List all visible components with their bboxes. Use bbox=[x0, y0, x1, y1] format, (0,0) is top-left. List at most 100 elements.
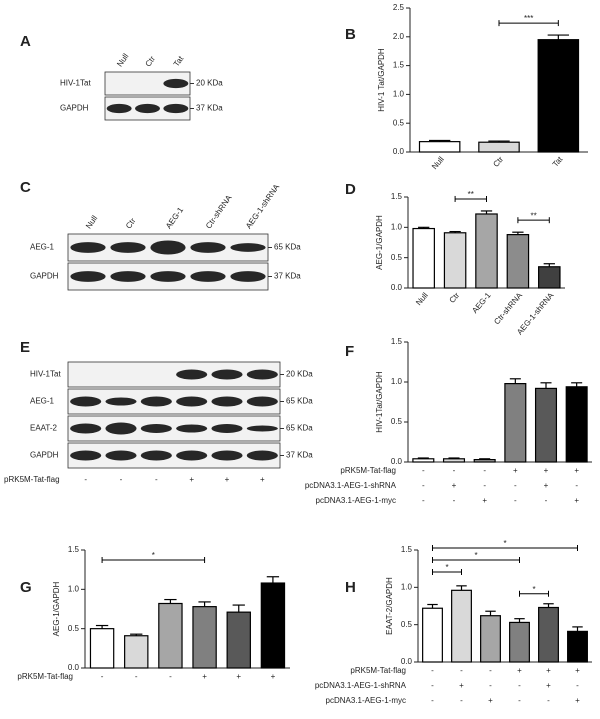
treatment-sign: + bbox=[513, 466, 518, 475]
treatment-sign: + bbox=[236, 672, 241, 681]
treatment-sign: - bbox=[518, 681, 521, 690]
significance-label: * bbox=[445, 563, 448, 572]
x-tick-label: Tat bbox=[551, 154, 565, 169]
treatment-sign: - bbox=[169, 672, 172, 681]
band bbox=[176, 450, 208, 461]
band bbox=[190, 271, 226, 282]
y-tick-label: 0.0 bbox=[401, 657, 413, 666]
y-tick-label: 1.5 bbox=[391, 337, 403, 346]
lane-label: AEG-1-shRNA bbox=[244, 182, 282, 230]
lane-label: Ctr bbox=[143, 54, 157, 68]
blot-strip bbox=[67, 415, 281, 442]
treatment-sign: + bbox=[544, 466, 549, 475]
treatment-sign: - bbox=[422, 466, 425, 475]
band bbox=[163, 78, 189, 89]
treatment-sign: - bbox=[431, 681, 434, 690]
bar bbox=[192, 606, 217, 669]
treatment-sign: - bbox=[489, 681, 492, 690]
band bbox=[150, 271, 186, 282]
band bbox=[140, 396, 172, 407]
x-tick-label: Ctr bbox=[491, 155, 505, 169]
bar bbox=[443, 232, 467, 289]
panel-letter: G bbox=[20, 579, 32, 596]
treatment-sign: - bbox=[84, 475, 87, 484]
treatment-label: pcDNA3.1-AEG-1-myc bbox=[316, 496, 396, 505]
row-label: GAPDH bbox=[30, 451, 59, 460]
treatment-sign: - bbox=[431, 666, 434, 675]
treatment-sign: + bbox=[459, 681, 464, 690]
treatment-sign: - bbox=[575, 481, 578, 490]
size-label: 65 KDa bbox=[274, 243, 301, 252]
bar bbox=[537, 39, 580, 153]
band bbox=[176, 369, 208, 380]
size-label: 20 KDa bbox=[196, 79, 223, 88]
band bbox=[246, 450, 278, 461]
treatment-sign: + bbox=[271, 672, 276, 681]
size-label: 37 KDa bbox=[286, 451, 313, 460]
y-tick-label: 2.0 bbox=[393, 32, 405, 41]
row-label: AEG-1 bbox=[30, 397, 55, 406]
lane-label: Null bbox=[115, 52, 130, 69]
bar bbox=[538, 606, 559, 663]
bar bbox=[509, 621, 530, 663]
y-axis-label: AEG-1/GAPDH bbox=[52, 581, 61, 636]
band bbox=[230, 243, 266, 252]
band bbox=[70, 242, 106, 253]
size-label: 65 KDa bbox=[286, 397, 313, 406]
band bbox=[70, 396, 102, 407]
bar bbox=[534, 387, 558, 463]
size-label: 37 KDa bbox=[196, 104, 223, 113]
treatment-label: pRK5M-Tat-flag bbox=[4, 475, 60, 484]
y-tick-label: 0.5 bbox=[68, 624, 80, 633]
panel-letter: F bbox=[345, 343, 354, 360]
treatment-sign: + bbox=[488, 696, 493, 705]
panel-letter: C bbox=[20, 179, 31, 196]
treatment-sign: + bbox=[225, 475, 230, 484]
treatment-sign: + bbox=[575, 666, 580, 675]
band bbox=[135, 103, 160, 114]
treatment-label: pRK5M-Tat-flag bbox=[350, 666, 406, 675]
size-label: 20 KDa bbox=[286, 370, 313, 379]
bar bbox=[451, 589, 472, 663]
band bbox=[70, 271, 106, 282]
treatment-label: pcDNA3.1-AEG-1-shRNA bbox=[305, 481, 397, 490]
band bbox=[246, 396, 278, 407]
bar bbox=[124, 635, 149, 669]
treatment-sign: - bbox=[518, 696, 521, 705]
blot-strip bbox=[67, 361, 281, 388]
blot-strip bbox=[67, 442, 281, 469]
band bbox=[211, 424, 243, 433]
y-tick-label: 0.5 bbox=[401, 620, 413, 629]
significance-label: * bbox=[532, 585, 535, 594]
bar bbox=[480, 615, 501, 663]
y-tick-label: 0.5 bbox=[391, 417, 403, 426]
y-axis-label: AEG-1/GAPDH bbox=[375, 215, 384, 270]
y-tick-label: 0.0 bbox=[391, 457, 403, 466]
panel-letter: E bbox=[20, 339, 30, 356]
band bbox=[70, 450, 102, 461]
x-tick-label: Null bbox=[414, 291, 430, 308]
y-axis-label: EAAT-2/GAPDH bbox=[385, 577, 394, 635]
band bbox=[211, 369, 243, 380]
treatment-sign: + bbox=[546, 681, 551, 690]
bar bbox=[473, 459, 496, 463]
y-tick-label: 1.5 bbox=[391, 192, 403, 201]
row-label: HIV-1Tat bbox=[30, 370, 61, 379]
treatment-sign: - bbox=[431, 696, 434, 705]
treatment-label: pcDNA3.1-AEG-1-shRNA bbox=[315, 681, 407, 690]
treatment-sign: + bbox=[189, 475, 194, 484]
y-tick-label: 0.0 bbox=[393, 147, 405, 156]
treatment-sign: + bbox=[546, 666, 551, 675]
band bbox=[230, 271, 266, 282]
x-tick-label: Ctr-shRNA bbox=[492, 290, 524, 326]
size-label: 65 KDa bbox=[286, 424, 313, 433]
x-tick-label: Null bbox=[430, 155, 446, 172]
y-tick-label: 2.5 bbox=[393, 3, 405, 12]
treatment-sign: - bbox=[576, 681, 579, 690]
bar bbox=[412, 458, 435, 463]
treatment-sign: - bbox=[460, 666, 463, 675]
treatment-sign: - bbox=[489, 666, 492, 675]
band bbox=[246, 425, 278, 432]
treatment-sign: - bbox=[453, 466, 456, 475]
treatment-sign: - bbox=[514, 496, 517, 505]
